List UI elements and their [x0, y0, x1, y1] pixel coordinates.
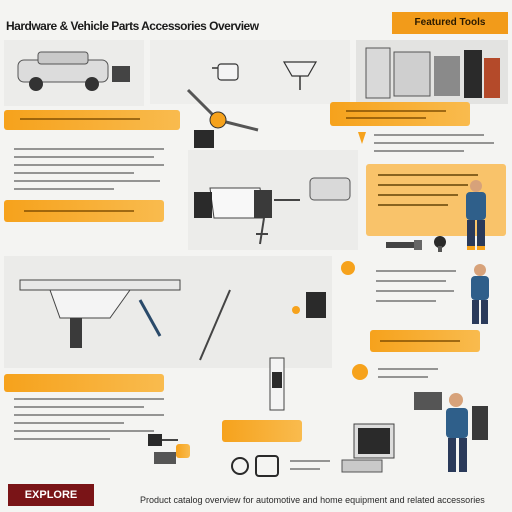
robotic-arm-illustration — [186, 88, 259, 148]
banner-text-line — [346, 117, 426, 119]
banner-text-line — [380, 340, 460, 342]
promo-banner-2[interactable] — [330, 102, 470, 126]
orange-dot-icon — [341, 261, 355, 275]
body-text-line — [14, 398, 164, 400]
body-text-line — [14, 148, 164, 150]
accessories-panel — [150, 40, 350, 104]
body-text-line — [376, 290, 454, 292]
body-text-line — [14, 156, 154, 158]
tool-icon-1 — [386, 240, 422, 250]
body-text-line — [376, 270, 456, 272]
vehicle-illustration — [17, 51, 130, 91]
body-text-line — [378, 376, 428, 378]
body-text-line — [14, 438, 110, 440]
bracket-illustration-1 — [212, 63, 239, 81]
page-title: Hardware & Vehicle Parts Accessories Ove… — [6, 19, 259, 33]
worker-figure-3 — [414, 392, 488, 472]
featured-badge[interactable]: Featured Tools — [392, 12, 508, 34]
mount-illustration — [269, 357, 285, 411]
body-text-line — [14, 414, 164, 416]
body-text-line — [14, 180, 160, 182]
camera-mount-illustration — [148, 434, 178, 464]
body-text-line — [14, 406, 144, 408]
promo-banner-5[interactable] — [4, 374, 164, 392]
info-text-line — [378, 184, 468, 186]
footer-caption: Product catalog overview for automotive … — [140, 495, 485, 505]
workstation-illustration — [19, 279, 326, 361]
appliance-illustration — [365, 47, 500, 99]
device-illustration — [194, 177, 351, 245]
body-text-line — [14, 430, 154, 432]
banner-text-line — [20, 118, 140, 120]
switch-illustration — [231, 455, 279, 477]
info-text-line — [378, 194, 458, 196]
body-text-line — [376, 300, 436, 302]
orange-dot-icon — [352, 364, 368, 380]
banner-text-line — [346, 110, 446, 112]
body-text-line — [374, 142, 494, 144]
banner-text-line — [24, 210, 134, 212]
bracket-illustration-2 — [282, 61, 318, 90]
body-text-line — [374, 150, 464, 152]
worker-figure-1 — [466, 180, 486, 250]
body-text-line — [376, 280, 446, 282]
promo-banner-1[interactable] — [4, 110, 180, 130]
body-text-line — [378, 368, 438, 370]
body-text-line — [14, 164, 164, 166]
body-text-line — [290, 468, 320, 470]
info-icon — [358, 132, 366, 144]
body-text-line — [374, 134, 484, 136]
body-text-line — [14, 172, 134, 174]
info-text-line — [378, 204, 448, 206]
promo-tag[interactable] — [176, 444, 190, 458]
body-text-line — [14, 422, 124, 424]
monitor-illustration — [341, 423, 395, 473]
worker-figure-2 — [471, 264, 489, 324]
body-text-line — [14, 188, 114, 190]
brand-logo[interactable]: EXPLORE — [8, 484, 94, 506]
tool-icon-2 — [434, 236, 446, 252]
body-text-line — [290, 460, 330, 462]
info-text-line — [378, 174, 478, 176]
promo-banner-6[interactable] — [222, 420, 302, 442]
